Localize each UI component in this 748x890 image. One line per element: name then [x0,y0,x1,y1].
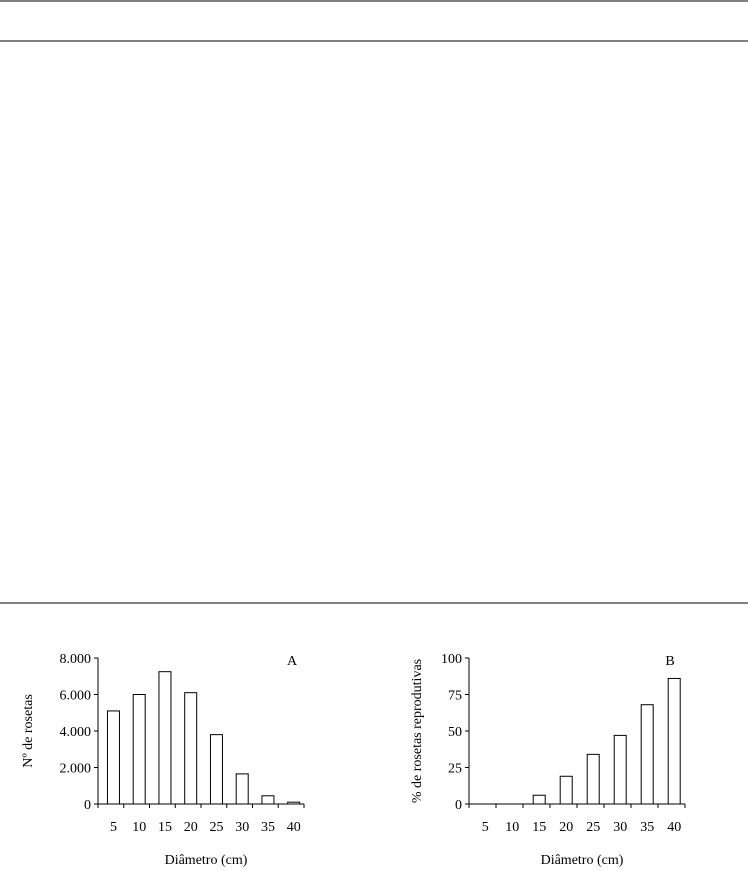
x-tick-label: 5 [482,820,489,835]
bar [209,734,223,805]
x-tick-label: 10 [132,820,146,835]
bar [158,671,172,805]
y-tick-label: 6.000 [60,689,92,704]
bar [261,795,275,805]
bar [559,775,573,805]
y-tick-label: 8.000 [60,652,92,667]
x-axis-label: Diâmetro (cm) [541,853,624,868]
x-tick-label: 40 [667,820,681,835]
x-tick-label: 15 [158,820,172,835]
x-tick-label: 35 [261,820,275,835]
x-tick-label: 40 [287,820,301,835]
y-tick-label: 75 [448,689,462,704]
panel-label: B [665,654,674,669]
y-tick-label: 25 [448,762,462,777]
bar [287,801,301,805]
x-tick-label: 30 [613,820,627,835]
x-tick-label: 25 [209,820,223,835]
panel-label: A [287,654,298,669]
y-tick-label: 0 [455,798,462,813]
y-tick-label: 100 [441,652,462,667]
bar [235,773,249,805]
x-tick-label: 30 [235,820,249,835]
x-tick-label: 20 [559,820,573,835]
y-tick-label: 50 [448,725,462,740]
x-tick-label: 10 [505,820,519,835]
x-tick-label: 15 [532,820,546,835]
bar [640,704,654,805]
x-tick-label: 20 [184,820,198,835]
bar [667,677,681,805]
x-tick-label: 35 [640,820,654,835]
bar [132,694,146,805]
y-tick-label: 4.000 [60,725,92,740]
x-axis-label: Diâmetro (cm) [165,853,248,868]
bar [106,710,120,805]
x-tick-label: 25 [586,820,600,835]
bar [532,794,546,805]
bar [586,753,600,805]
y-tick-label: 2.000 [60,762,92,777]
y-axis-label: Nº de rosetas [21,694,36,768]
bar [184,692,198,805]
y-axis-label: % de rosetas reprodutivas [410,659,425,803]
y-tick-label: 0 [84,798,91,813]
bar [613,734,627,805]
x-tick-label: 5 [110,820,117,835]
